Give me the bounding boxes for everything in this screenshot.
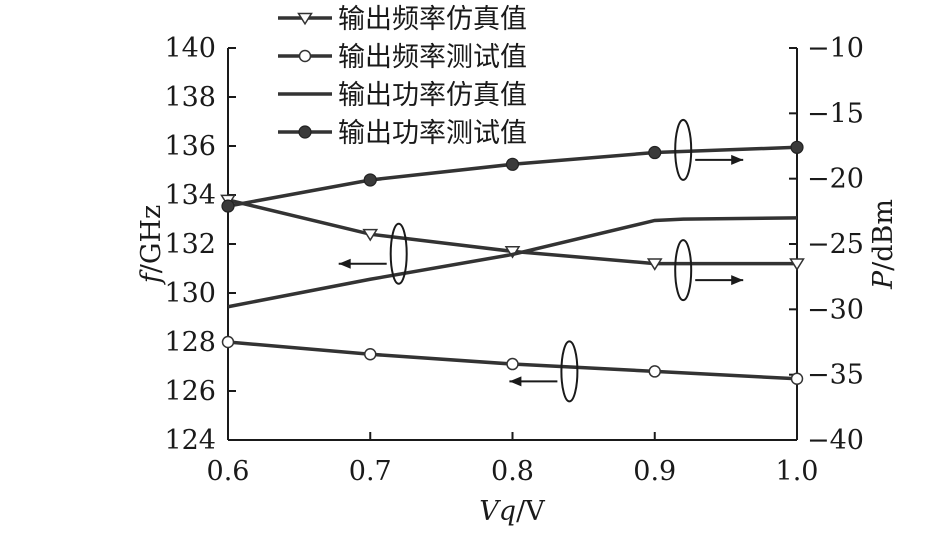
y-left-tick-label: 140 xyxy=(164,33,216,64)
annotation-arrowhead xyxy=(731,275,744,286)
series-4 xyxy=(221,140,804,213)
y-right-tick-label: −25 xyxy=(807,229,864,260)
series-2 xyxy=(221,335,804,385)
y-left-tick-label: 134 xyxy=(164,180,216,211)
y-left-tick-label: 138 xyxy=(164,82,216,113)
annotation-ellipse xyxy=(674,239,693,302)
data-point xyxy=(221,199,235,213)
legend-marker xyxy=(298,125,312,139)
data-point xyxy=(648,365,661,378)
series-group xyxy=(220,140,805,385)
x-tick-label: 0.6 xyxy=(207,456,250,487)
annotation-arrowhead xyxy=(731,154,744,165)
legend-marker xyxy=(297,12,313,26)
annotation-arrowhead xyxy=(338,258,351,269)
y-left-tick-label: 136 xyxy=(164,131,216,162)
annotation-ellipse xyxy=(674,118,693,181)
x-tick-label: 0.8 xyxy=(491,456,534,487)
annotation-ellipse xyxy=(560,340,579,403)
data-point xyxy=(363,173,377,187)
data-point xyxy=(221,335,235,349)
legend-label: 输出功率仿真值 xyxy=(338,80,527,111)
series-3 xyxy=(227,216,798,309)
data-point xyxy=(364,348,377,361)
data-point xyxy=(790,372,804,385)
data-point xyxy=(362,228,379,242)
y-right-axis-title: P/dBm xyxy=(868,199,899,290)
y-right-tick-label: −40 xyxy=(807,425,864,456)
legend-item: 输出功率仿真值 xyxy=(278,80,527,111)
annotations-group xyxy=(338,118,744,403)
series-1 xyxy=(220,194,805,271)
series-line xyxy=(227,216,798,309)
annotation-ellipse xyxy=(389,222,408,285)
ticks: 0.6 0.7 0.8 0.9 1.0 124 126 128 130 132 134 136 138 1… xyxy=(164,33,864,487)
y-right-tick-label: −30 xyxy=(807,294,864,325)
y-left-axis-title: f/GHz xyxy=(136,205,167,285)
data-point xyxy=(789,258,805,271)
data-point xyxy=(505,157,520,171)
y-right-tick-label: −35 xyxy=(807,360,864,391)
y-left-tick-label: 124 xyxy=(164,425,216,456)
annotation-arrowhead xyxy=(509,376,522,387)
y-left-tick-label: 130 xyxy=(164,278,216,309)
x-tick-label: 1.0 xyxy=(776,456,819,487)
series-line xyxy=(227,145,798,208)
data-point xyxy=(646,258,663,271)
data-point xyxy=(506,357,519,371)
x-axis-title: Vq/V xyxy=(479,496,545,527)
legend-item: 输出功率测试值 xyxy=(278,118,527,149)
x-tick-label: 0.7 xyxy=(349,456,392,487)
legend-label: 输出功率测试值 xyxy=(338,118,527,149)
legend-marker xyxy=(298,49,312,63)
y-right-tick-label: −20 xyxy=(807,164,864,195)
y-left-tick-label: 132 xyxy=(164,229,216,260)
legend-item: 输出频率测试值 xyxy=(278,42,527,73)
data-point xyxy=(648,145,662,160)
y-left-tick-label: 126 xyxy=(164,376,216,407)
y-right-tick-label: −10 xyxy=(807,33,864,64)
legend-label: 输出频率测试值 xyxy=(338,42,527,73)
data-point xyxy=(790,140,804,154)
y-left-tick-label: 128 xyxy=(164,327,216,358)
x-tick-label: 0.9 xyxy=(633,456,676,487)
legend-item: 输出频率仿真值 xyxy=(278,4,527,35)
y-right-tick-label: −15 xyxy=(807,98,864,129)
legend-label: 输出频率仿真值 xyxy=(338,4,527,35)
